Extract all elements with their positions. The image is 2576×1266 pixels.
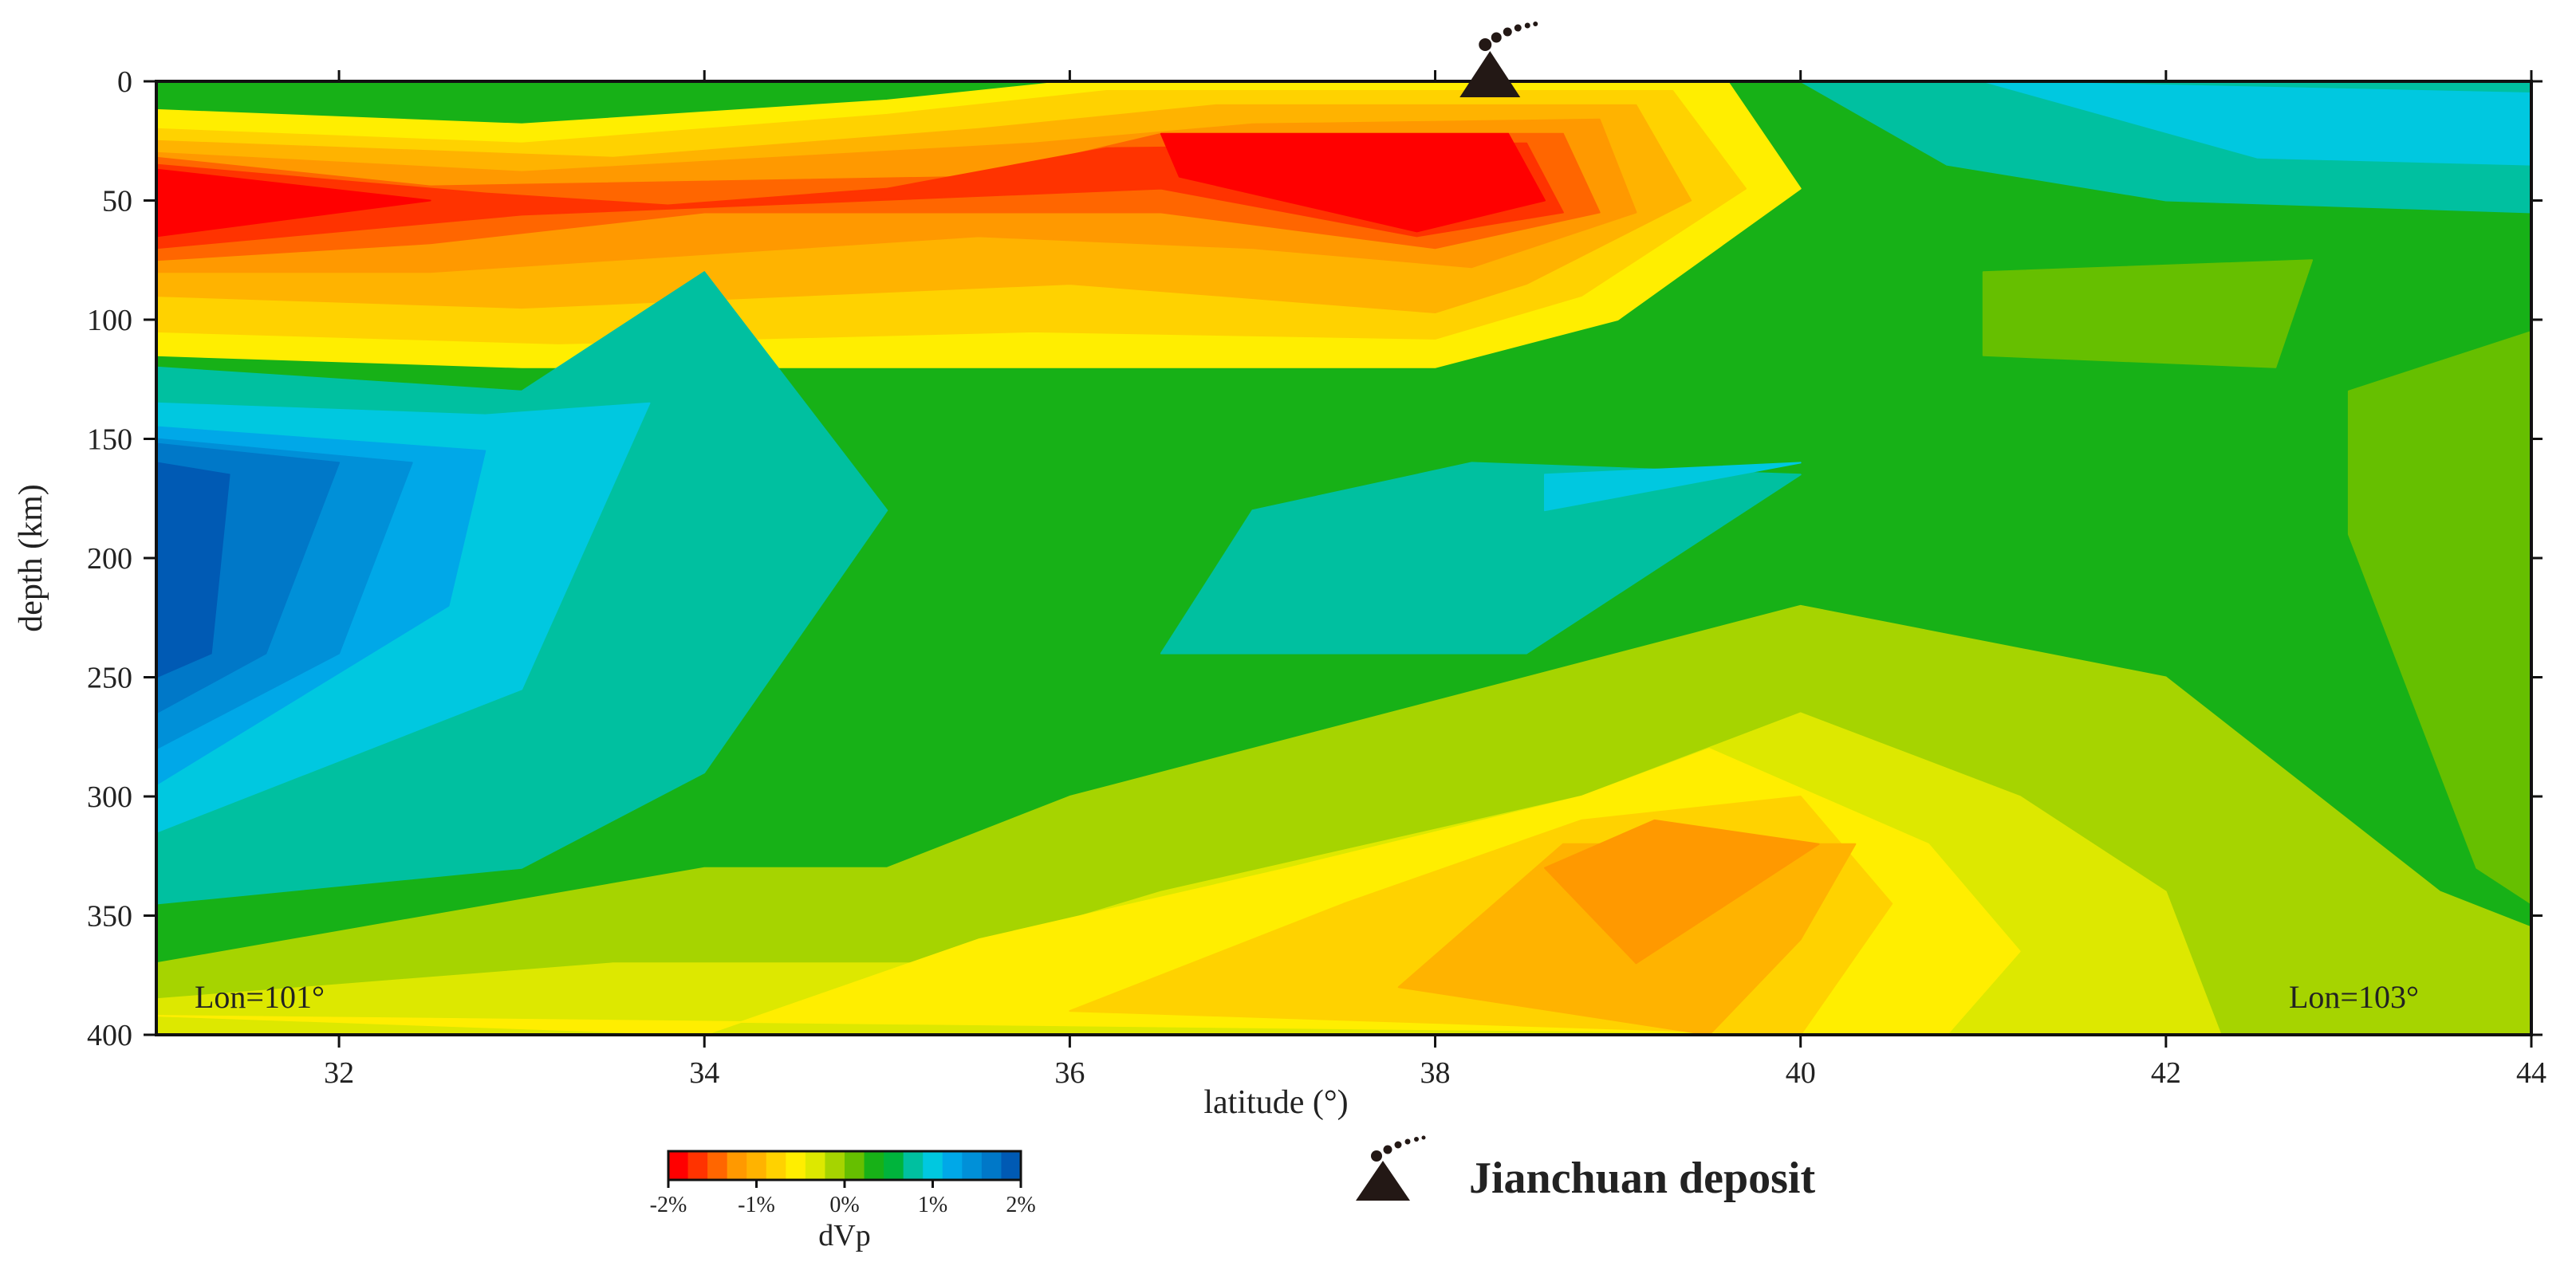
x-axis-title: latitude (°)	[1203, 1084, 1348, 1121]
y-tick-label: 0	[117, 65, 132, 99]
colorbar-cell	[687, 1151, 708, 1180]
colorbar-tick-label: -2%	[650, 1193, 687, 1217]
y-tick-label: 300	[87, 780, 132, 814]
y-axis-title: depth (km)	[13, 484, 49, 631]
colorbar-cell	[825, 1151, 845, 1180]
x-tick-label: 32	[324, 1056, 354, 1090]
colorbar-cell	[805, 1151, 826, 1180]
heatmap-region-7	[1160, 132, 1546, 233]
y-tick-label: 200	[87, 542, 132, 576]
y-tick-label: 150	[87, 423, 132, 457]
colorbar-tick-label: -1%	[738, 1193, 775, 1217]
colorbar-cell	[707, 1151, 728, 1180]
heatmap-region-17	[156, 462, 230, 678]
colorbar-cell	[668, 1151, 689, 1180]
annotation-left: Lon=101°	[195, 979, 325, 1015]
volcano-ash-dot	[1524, 22, 1530, 29]
x-tick-label: 34	[689, 1056, 719, 1090]
legend: Jianchuan deposit	[1356, 1135, 1815, 1203]
y-tick-label: 350	[87, 900, 132, 934]
heatmap-region-23	[1544, 819, 1820, 965]
volcano-ash-dot	[1491, 32, 1502, 43]
volcano-ash-dot	[1514, 24, 1522, 32]
colorbar-cell	[903, 1151, 924, 1180]
heatmap-region-10	[1160, 462, 1802, 655]
volcano-marker-icon	[1459, 22, 1538, 97]
colorbar-cell	[845, 1151, 865, 1180]
legend-volcano-icon	[1356, 1135, 1426, 1201]
colorbar-tick-label: 0%	[829, 1193, 859, 1217]
annotation-right: Lon=103°	[2289, 979, 2419, 1015]
colorbar-cell	[864, 1151, 884, 1180]
y-tick-label: 100	[87, 304, 132, 337]
colorbar-tick-label: 2%	[1006, 1193, 1035, 1217]
legend-label: Jianchuan deposit	[1469, 1154, 1815, 1203]
x-tick-label: 40	[1786, 1056, 1816, 1090]
volcano-ash-dot	[1479, 38, 1492, 51]
colorbar-ticks: -2% -1% 0% 1% 2%	[650, 1180, 1036, 1217]
colorbar-cell	[884, 1151, 904, 1180]
volcano-ash-dot	[1503, 27, 1512, 37]
y-tick-label: 50	[102, 185, 132, 218]
colorbar-cell	[1001, 1151, 1022, 1180]
y-tick-label: 250	[87, 662, 132, 695]
heatmap-region-24	[2384, 938, 2531, 1035]
heatmap-region-12	[1544, 462, 1802, 512]
colorbar-cell	[962, 1151, 983, 1180]
colorbar-cell	[923, 1151, 943, 1180]
volcano-cone	[1459, 51, 1521, 97]
colorbar-tick-label: 1%	[918, 1193, 947, 1217]
colorbar-cell	[786, 1151, 806, 1180]
colorbar: -2% -1% 0% 1% 2% dVp	[650, 1150, 1036, 1252]
heatmap-region-6	[156, 168, 431, 238]
colorbar-cell	[766, 1151, 786, 1180]
colorbar-cell	[746, 1151, 767, 1180]
colorbar-cell	[981, 1151, 1002, 1180]
colorbar-title: dVp	[818, 1219, 870, 1252]
colorbar-cell	[727, 1151, 747, 1180]
heatmap-regions	[156, 81, 2531, 1035]
y-tick-label: 400	[87, 1019, 132, 1052]
volcano-ash-dot	[1533, 22, 1538, 26]
x-tick-label: 44	[2516, 1056, 2546, 1090]
x-tick-label: 36	[1054, 1056, 1085, 1090]
colorbar-cells	[668, 1151, 1022, 1180]
heatmap-region-25	[1982, 259, 2314, 368]
heatmap-region-13	[1982, 81, 2531, 166]
x-tick-label: 42	[2151, 1056, 2181, 1090]
colorbar-cell	[942, 1151, 963, 1180]
heatmap-region-26	[2347, 330, 2531, 905]
heatmap-plot	[155, 80, 2533, 1036]
x-tick-label: 38	[1420, 1056, 1451, 1090]
axes: 32 34 36 38 40 42 44 0 50 100 150 200 250 300 350 400	[87, 65, 2546, 1090]
